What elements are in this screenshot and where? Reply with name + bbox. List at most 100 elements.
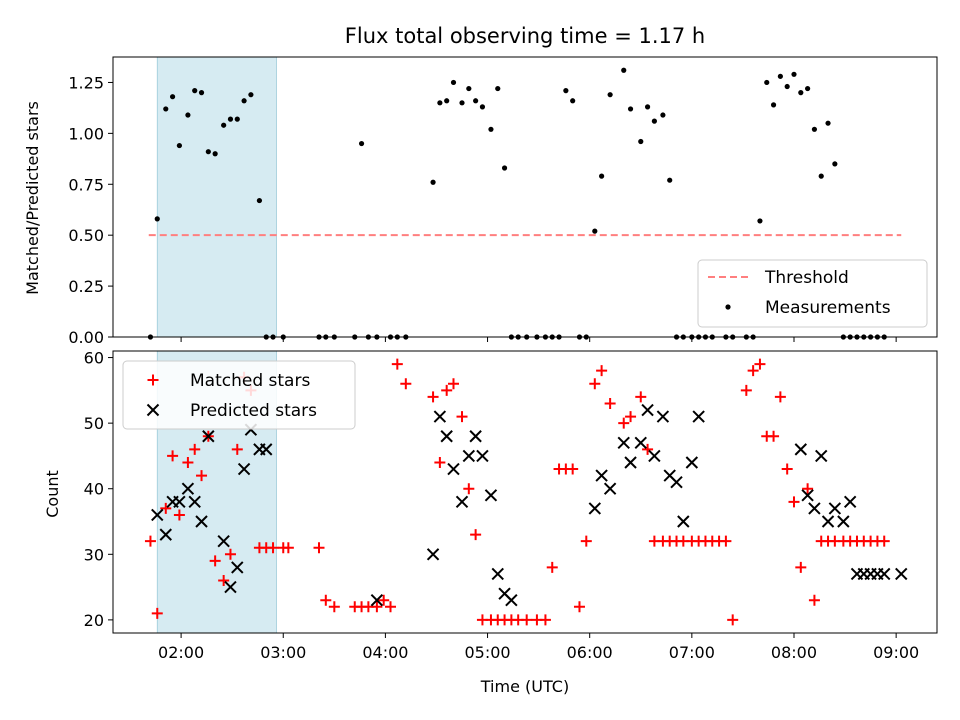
bottom-y-tick-label: 50 (84, 414, 104, 433)
matched-star-point (267, 542, 279, 554)
measurement-point (212, 151, 218, 157)
measurement-point (627, 106, 634, 112)
legend-predicted-swatch (146, 403, 160, 417)
bottom-legend-box (122, 360, 356, 430)
bottom-x-axis-label: Time (UTC) (480, 677, 569, 696)
measurement-point (169, 94, 176, 100)
measurement-point (818, 173, 824, 179)
predicted-star-point (151, 508, 164, 522)
matched-star-point (596, 365, 608, 377)
matched-star-point (539, 614, 551, 626)
legend-measurements-swatch (725, 304, 731, 310)
measurement-point (488, 126, 494, 132)
measurement-point (764, 79, 770, 86)
measurement-point (651, 118, 657, 124)
top-y-tick-label: 1.25 (68, 73, 104, 92)
measurement-point (784, 83, 790, 90)
top-y-axis-label: Matched/Predicted stars (23, 101, 42, 295)
predicted-star-point (237, 462, 251, 476)
measurement-point (638, 138, 644, 145)
matched-star-point (456, 411, 468, 423)
predicted-star-point (217, 534, 230, 548)
matched-star-point (400, 378, 412, 390)
bottom-y-tick-label: 30 (84, 545, 104, 564)
top-legend: Threshold Measurements (697, 259, 928, 328)
measurement-point (241, 98, 247, 104)
predicted-star-point (370, 594, 384, 607)
measurement-point (791, 71, 797, 77)
predicted-star-point (656, 410, 670, 423)
matched-star-point (209, 555, 221, 567)
predicted-star-point (195, 515, 208, 528)
predicted-star-point (603, 482, 617, 495)
matched-star-point (727, 614, 739, 626)
measurement-point (234, 116, 240, 122)
bottom-x-tick-label: 04:00 (362, 643, 408, 662)
matched-star-point (282, 542, 294, 554)
measurement-point (192, 88, 198, 94)
bottom-x-tick-label: 05:00 (464, 643, 510, 662)
matched-star-point (768, 430, 780, 442)
measurement-point (466, 85, 472, 92)
predicted-star-point (634, 436, 647, 450)
matched-star-point (802, 483, 814, 495)
matched-star-point (463, 483, 475, 495)
measurement-point (660, 112, 666, 118)
matched-star-point (580, 535, 592, 547)
matched-star-point (434, 456, 446, 468)
matched-star-point (635, 391, 647, 403)
predicted-star-point (159, 528, 172, 541)
matched-star-point (189, 443, 201, 455)
measurement-point (770, 102, 777, 108)
measurement-point (592, 228, 598, 234)
matched-star-point (441, 384, 453, 396)
predicted-star-point (476, 449, 489, 463)
legend-predicted-label: Predicted stars (190, 401, 317, 421)
measurement-point (450, 79, 457, 86)
predicted-star-point (801, 489, 814, 502)
predicted-star-point (808, 502, 821, 515)
top-observing-window (156, 56, 277, 338)
predicted-star-point (624, 456, 637, 469)
bottom-x-tick-label: 02:00 (158, 643, 204, 662)
bottom-axes-frame (112, 350, 938, 634)
matched-star-point (218, 575, 230, 587)
bottom-y-tick-label: 40 (84, 480, 104, 499)
measurement-point (479, 104, 486, 110)
matched-star-point (231, 443, 243, 455)
predicted-star-point (224, 580, 237, 594)
legend-threshold-label: Threshold (764, 268, 849, 288)
matched-star-point (589, 378, 601, 390)
top-y-tick-label: 1.00 (68, 124, 104, 143)
measurement-point (248, 92, 254, 98)
matched-star-point (371, 601, 383, 613)
predicted-star-point (260, 443, 273, 456)
predicted-star-point (878, 567, 891, 581)
matched-star-point (740, 384, 752, 396)
matched-star-point (604, 397, 616, 409)
measurement-point (473, 98, 479, 104)
matched-star-point (795, 561, 807, 573)
measurement-point (607, 92, 613, 98)
predicted-star-point (469, 430, 482, 443)
matched-star-point (754, 358, 766, 370)
measurement-point (205, 149, 211, 155)
matched-star-point (320, 594, 332, 606)
predicted-star-point (455, 495, 469, 509)
measurement-point (825, 120, 831, 126)
matched-star-point (196, 470, 208, 482)
predicted-star-point (821, 515, 835, 528)
measurement-point (644, 104, 651, 110)
top-y-tick-label: 0.50 (68, 226, 104, 245)
matched-star-point (173, 509, 185, 521)
top-chart-title: Flux total observing time = 1.17 h (345, 24, 705, 48)
measurement-point (832, 161, 838, 167)
predicted-star-point (173, 495, 186, 509)
top-y-tick-label: 0.25 (68, 277, 104, 296)
top-axes-frame (112, 56, 938, 338)
bottom-plot: 20 30 40 50 60 02:00 03:00 04:00 05:00 06:00 07:00… (84, 349, 938, 662)
matched-star-point (427, 391, 439, 403)
predicted-star-point (462, 449, 476, 463)
